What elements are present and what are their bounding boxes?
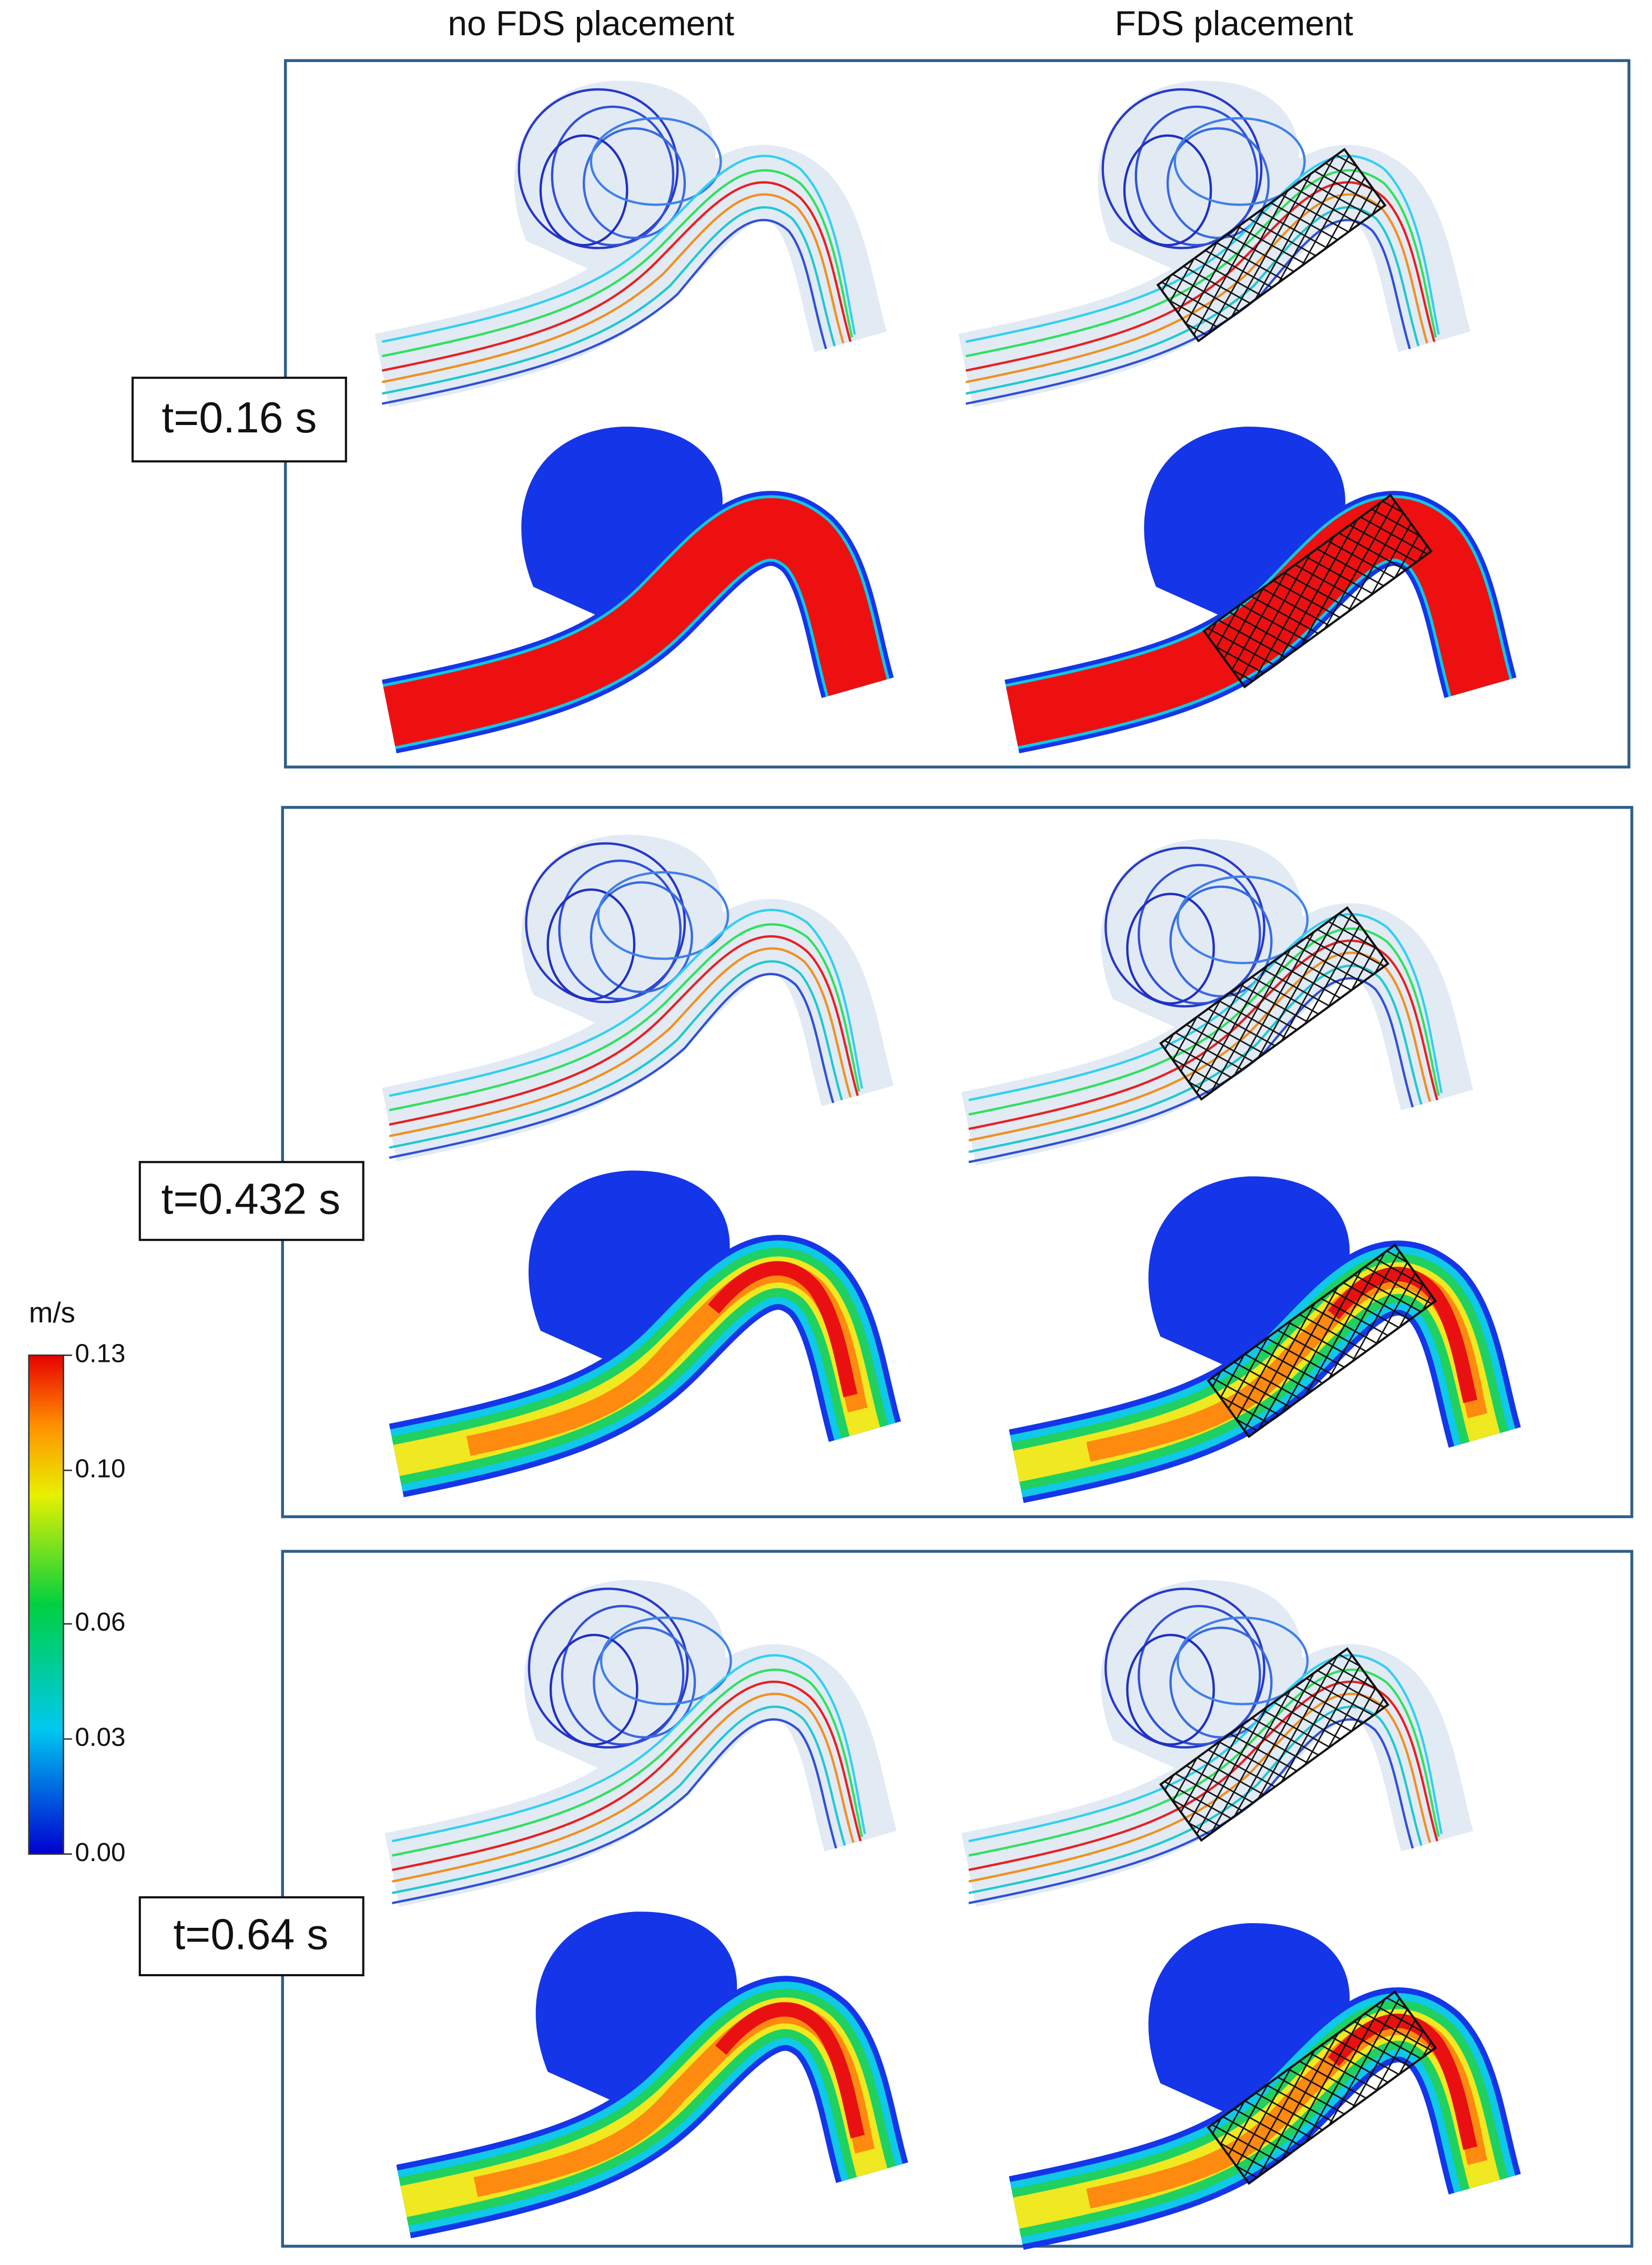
time-labels: t=0.16 s t=0.432 s t=0.64 s bbox=[131, 377, 364, 1977]
streamlines bbox=[389, 835, 862, 1158]
column-header: FDS placement bbox=[1115, 4, 1353, 43]
flow-images bbox=[382, 80, 1485, 2213]
colorbar-tick-label: 0.10 bbox=[75, 1454, 126, 1483]
colorbar: m/s 0.13 0.10 0.06 0.03 0.00 bbox=[28, 1296, 126, 1867]
streamlines bbox=[382, 80, 855, 403]
streamlines bbox=[969, 1580, 1442, 1903]
column-header: no FDS placement bbox=[448, 4, 734, 43]
time-label: t=0.16 s bbox=[162, 394, 317, 442]
colorbar-scale bbox=[28, 1354, 64, 1855]
colorbar-unit: m/s bbox=[29, 1296, 75, 1329]
streamlines bbox=[969, 839, 1442, 1162]
panel-frame bbox=[281, 59, 1634, 2248]
velocity-contour bbox=[389, 427, 858, 716]
velocity-contour bbox=[397, 1170, 865, 1460]
colorbar-tick-label: 0.06 bbox=[75, 1607, 126, 1636]
velocity-contour bbox=[403, 1912, 872, 2201]
time-label: t=0.432 s bbox=[161, 1176, 341, 1223]
frame bbox=[281, 1550, 1634, 2248]
label-box bbox=[138, 1896, 364, 1977]
streamlines bbox=[392, 1580, 865, 1903]
colorbar-tick-label: 0.03 bbox=[75, 1723, 126, 1752]
streamlines bbox=[966, 80, 1438, 403]
colorbar-tick-label: 0.00 bbox=[75, 1838, 126, 1867]
time-label: t=0.64 s bbox=[173, 1910, 328, 1958]
colorbar-tick-label: 0.13 bbox=[75, 1339, 126, 1368]
label-box bbox=[131, 377, 347, 463]
label-box bbox=[138, 1161, 364, 1241]
